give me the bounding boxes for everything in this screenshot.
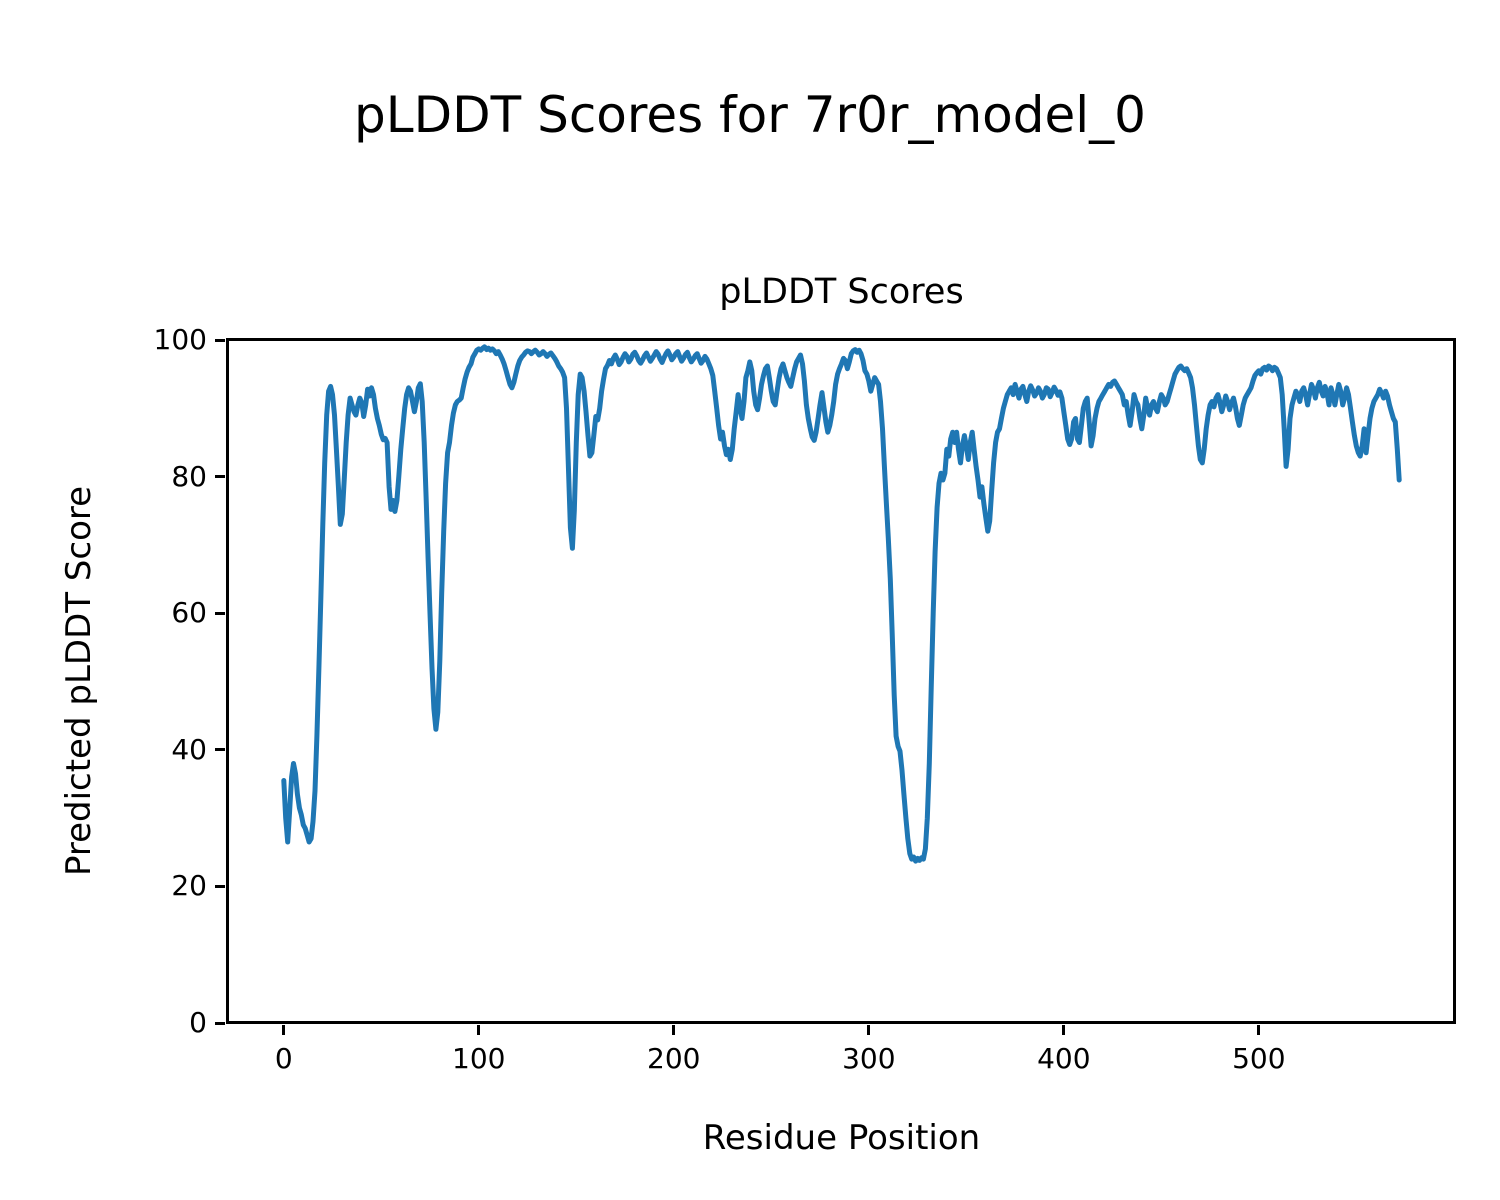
y-axis-label: Predicted pLDDT Score — [59, 485, 99, 877]
y-tick-label: 80 — [171, 459, 207, 493]
x-tick-label: 300 — [842, 1042, 896, 1075]
y-tick-label: 20 — [171, 869, 207, 903]
y-tick-mark — [215, 1021, 225, 1025]
x-axis-label: Residue Position — [702, 1118, 981, 1158]
x-tick-label: 0 — [274, 1042, 293, 1075]
y-tick-mark — [215, 884, 225, 888]
x-tick-label: 100 — [452, 1042, 506, 1075]
x-tick-label: 200 — [647, 1042, 701, 1075]
axes-title: pLDDT Scores — [719, 272, 964, 312]
y-tick-mark — [215, 338, 225, 342]
y-tick-label: 60 — [171, 596, 207, 630]
plddt-line — [281, 344, 1402, 864]
x-tick-mark — [1062, 1025, 1066, 1035]
y-tick-mark — [215, 611, 225, 615]
y-tick-label: 100 — [153, 323, 207, 356]
y-tick-mark — [215, 475, 225, 479]
x-tick-label: 400 — [1037, 1042, 1091, 1075]
x-tick-mark — [867, 1025, 871, 1035]
figure-title: pLDDT Scores for 7r0r_model_0 — [354, 86, 1146, 144]
y-tick-mark — [215, 748, 225, 752]
x-tick-label: 500 — [1232, 1042, 1286, 1075]
x-tick-mark — [282, 1025, 286, 1035]
x-tick-mark — [477, 1025, 481, 1035]
x-tick-mark — [1257, 1025, 1261, 1035]
x-tick-mark — [672, 1025, 676, 1035]
plot-area — [281, 344, 1402, 864]
y-tick-label: 40 — [171, 732, 207, 766]
y-tick-label: 0 — [189, 1006, 207, 1039]
